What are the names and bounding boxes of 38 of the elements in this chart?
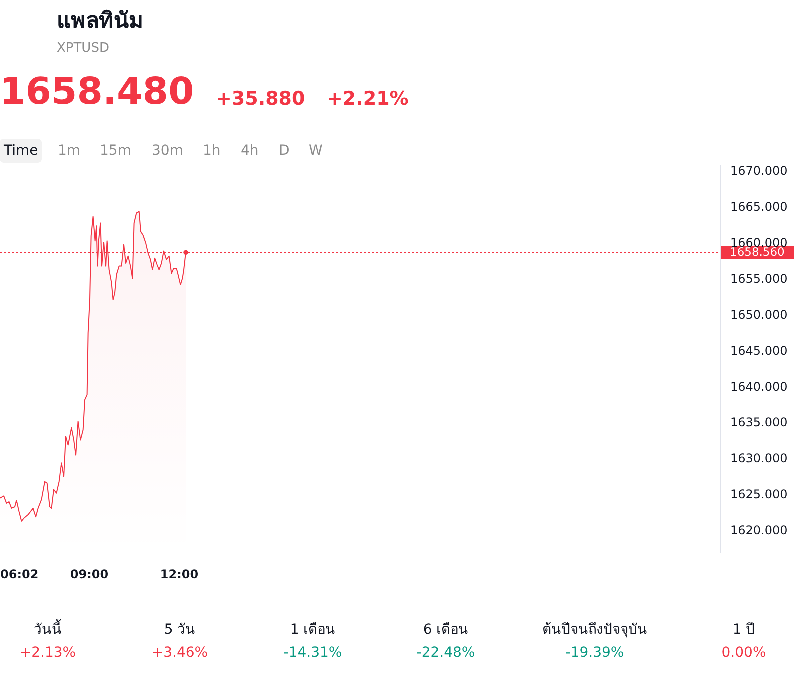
text: 0.00% — [722, 645, 766, 661]
text: W — [309, 143, 323, 159]
x-tick-label: 12:00 — [160, 568, 199, 582]
y-tick-label: 1640.000 — [730, 380, 788, 394]
y-tick-label: 1665.000 — [730, 200, 788, 214]
text: +2.13% — [20, 645, 76, 661]
chart-subtitle: XPTUSD — [57, 41, 110, 56]
text: +2.21% — [327, 88, 409, 110]
text: -19.39% — [566, 645, 624, 661]
y-tick-label: 1645.000 — [730, 344, 788, 358]
text: 1h — [203, 143, 221, 159]
text: ต้นปีจนถึงปัจจุบัน — [542, 622, 648, 638]
y-tick-label: 1635.000 — [730, 416, 788, 430]
text: Time — [3, 143, 38, 159]
text: 4h — [241, 143, 259, 159]
text: 5 วัน — [164, 622, 196, 638]
y-tick-label: 1655.000 — [730, 272, 788, 286]
text: 30m — [152, 143, 184, 159]
text: 1 ปี — [732, 622, 756, 638]
text: 1658.480 — [0, 70, 194, 113]
text: 1m — [58, 143, 81, 159]
y-tick-label: 1625.000 — [730, 488, 788, 502]
x-tick-label: 09:00 — [70, 568, 109, 582]
text: 1 เดือน — [290, 622, 336, 638]
x-tick-label: 06:02 — [0, 568, 39, 582]
text: D — [279, 143, 290, 159]
text: +3.46% — [152, 645, 208, 661]
text: วันนี้ — [34, 619, 62, 638]
y-tick-label: 1670.000 — [730, 164, 788, 178]
y-tick-label: 1650.000 — [730, 308, 788, 322]
text: -22.48% — [416, 645, 476, 661]
text: 6 เดือน — [423, 622, 469, 638]
y-tick-label: 1630.000 — [730, 452, 788, 466]
text: -14.31% — [284, 645, 342, 661]
text: 15m — [100, 143, 132, 159]
y-tick-label: 1620.000 — [730, 524, 788, 538]
text: +35.880 — [216, 88, 306, 110]
chart-title: แพลทินัม — [57, 9, 144, 34]
